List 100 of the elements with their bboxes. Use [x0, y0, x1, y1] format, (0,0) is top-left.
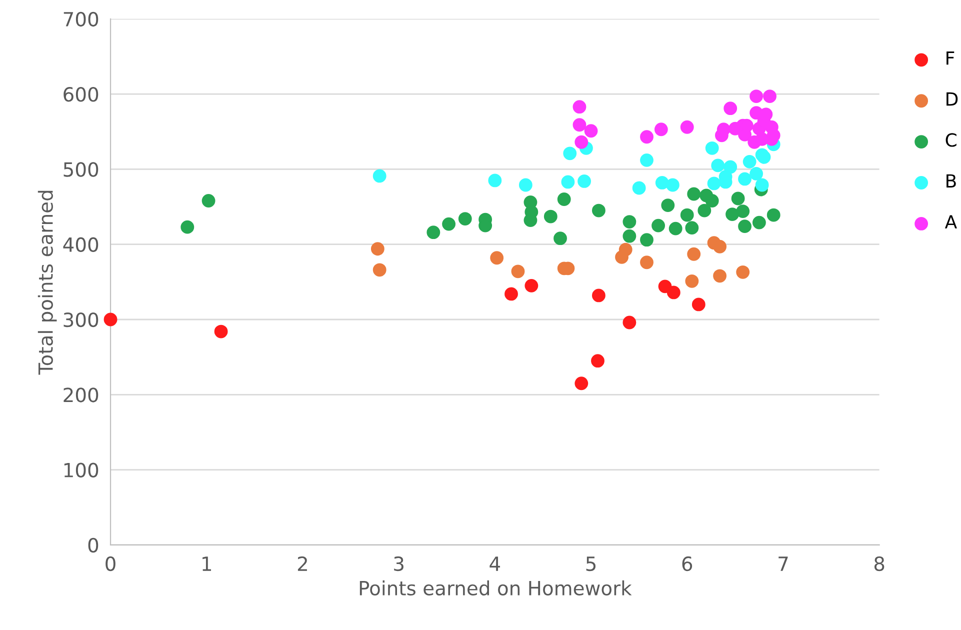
point	[668, 222, 682, 236]
point	[372, 169, 386, 183]
point	[692, 298, 706, 312]
point	[618, 242, 632, 256]
point	[640, 153, 654, 167]
point	[622, 316, 636, 330]
point	[544, 210, 558, 224]
point	[685, 221, 699, 235]
legend-label: D	[946, 92, 958, 106]
point	[574, 376, 588, 390]
point	[716, 122, 730, 136]
point	[490, 251, 504, 265]
point	[711, 158, 725, 172]
x-tick-label: 2	[298, 556, 307, 571]
legend-label: F	[946, 51, 954, 65]
point	[666, 286, 680, 300]
point	[104, 312, 118, 326]
point	[557, 192, 571, 206]
point	[752, 216, 766, 230]
point	[572, 118, 586, 132]
point	[488, 174, 502, 188]
legend-label: C	[946, 133, 956, 147]
point	[426, 226, 440, 240]
y-tick-label: 500	[64, 162, 98, 177]
point	[574, 135, 588, 149]
point	[687, 247, 701, 261]
point	[640, 130, 654, 144]
point	[202, 194, 216, 208]
y-tick-label: 200	[64, 388, 98, 402]
point	[766, 128, 780, 142]
point	[705, 141, 719, 155]
point	[707, 176, 721, 190]
point	[458, 212, 472, 226]
point	[666, 178, 680, 192]
x-tick-label: 4	[490, 556, 500, 571]
point	[370, 242, 384, 256]
y-axis-title: Total points earned	[38, 190, 57, 375]
point	[504, 287, 518, 301]
point	[731, 192, 745, 206]
point	[736, 265, 750, 279]
legend-label: B	[946, 174, 956, 188]
point	[726, 208, 739, 221]
point	[511, 264, 525, 278]
point	[592, 204, 606, 218]
y-tick-label: 600	[64, 87, 98, 102]
y-tick-label: 700	[64, 12, 98, 27]
point	[572, 100, 586, 114]
point	[738, 220, 752, 234]
point	[685, 274, 699, 288]
y-tick-label: 400	[63, 237, 98, 252]
point	[524, 278, 538, 292]
point	[680, 120, 694, 134]
point	[640, 256, 654, 270]
point	[180, 220, 194, 234]
point	[705, 194, 719, 208]
point	[652, 218, 665, 232]
point	[698, 204, 712, 218]
point	[755, 178, 769, 192]
point	[584, 124, 598, 138]
point	[687, 187, 701, 201]
point	[661, 198, 675, 212]
point	[738, 172, 752, 186]
point	[563, 146, 577, 160]
point	[622, 229, 636, 243]
point	[655, 176, 669, 190]
y-tick-label: 100	[64, 462, 98, 478]
legend-label: A	[944, 215, 957, 228]
point	[561, 175, 575, 189]
point	[750, 90, 764, 104]
point	[742, 154, 756, 168]
point	[724, 160, 738, 174]
x-tick-label: 5	[586, 556, 596, 572]
point	[372, 263, 386, 277]
x-tick-label: 8	[874, 556, 884, 572]
x-tick-label: 1	[202, 556, 212, 571]
point	[640, 233, 654, 247]
point	[680, 208, 694, 222]
point	[578, 174, 591, 188]
point	[214, 324, 228, 338]
point	[524, 214, 538, 228]
x-tick-label: 6	[682, 556, 692, 572]
x-tick-label: 0	[106, 556, 116, 572]
point	[554, 232, 567, 246]
point	[724, 102, 738, 116]
point	[632, 181, 646, 195]
point	[591, 354, 604, 368]
point	[518, 178, 532, 192]
point	[713, 240, 726, 254]
x-tick-label: 3	[394, 556, 404, 572]
point	[763, 90, 776, 104]
point	[766, 208, 780, 222]
point	[592, 288, 606, 302]
point	[654, 122, 668, 136]
x-axis-title: Points earned on Homework	[360, 580, 632, 596]
y-tick-label: 0	[88, 538, 98, 553]
point	[736, 204, 750, 218]
point	[622, 215, 636, 229]
y-tick-label: 300	[64, 312, 98, 328]
point	[750, 167, 764, 180]
point	[442, 217, 456, 231]
